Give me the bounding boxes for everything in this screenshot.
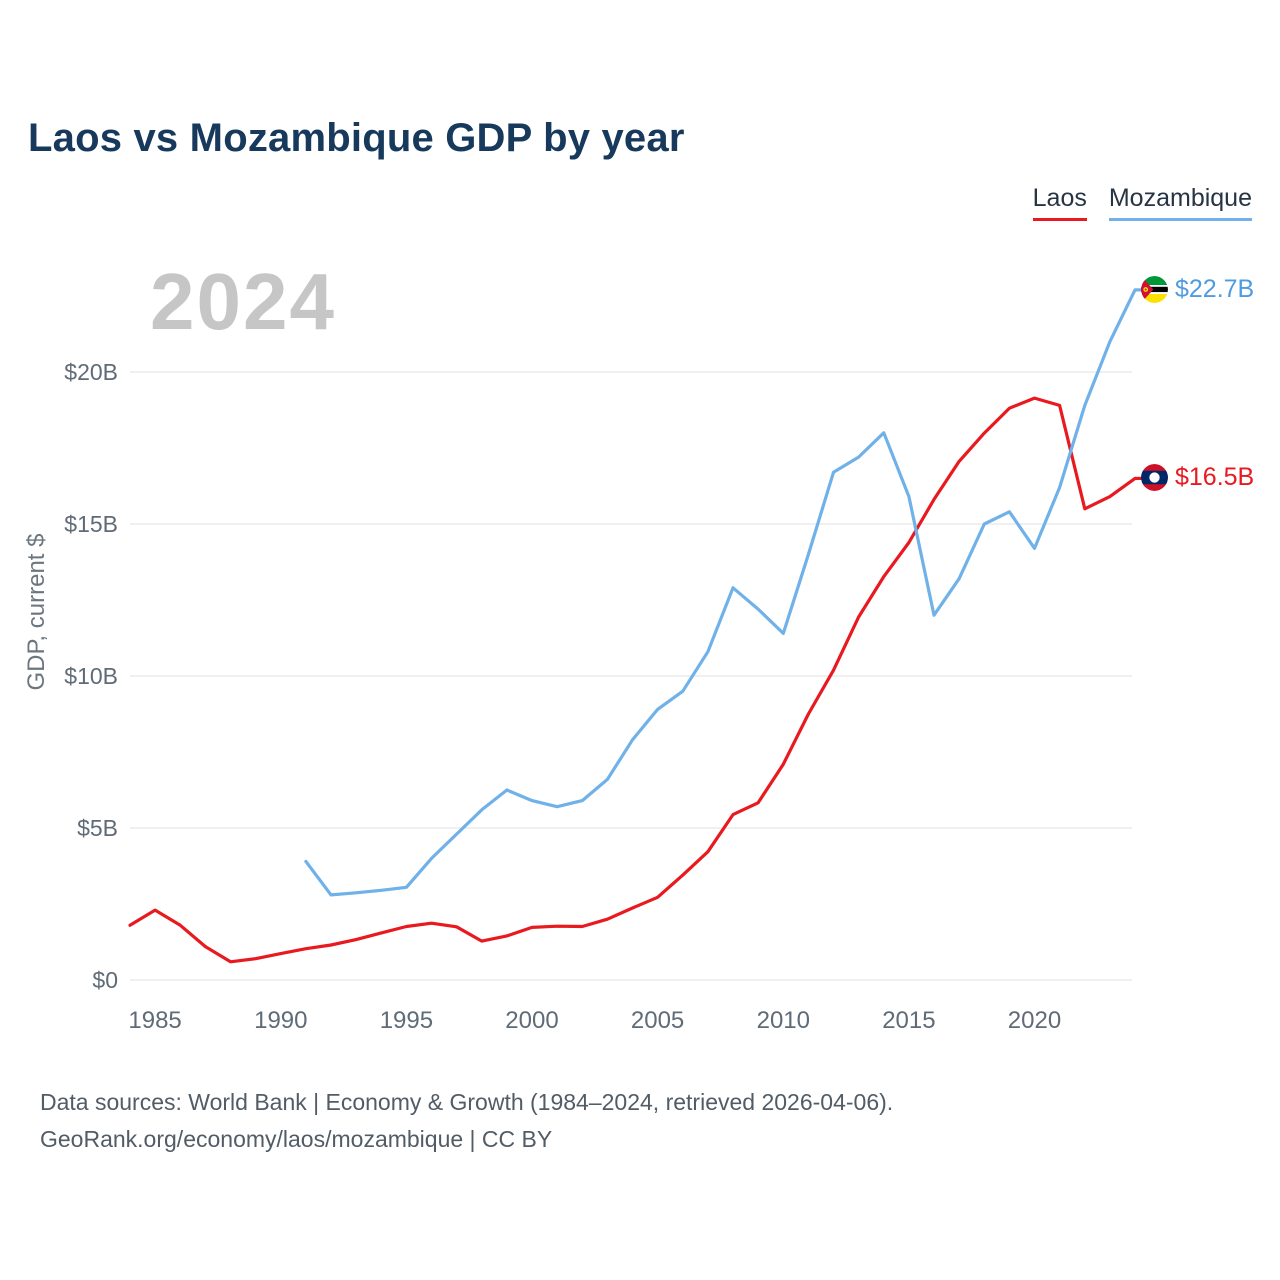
watermark-year: 2024 [150, 257, 336, 346]
laos-end-label: $16.5B [1141, 463, 1254, 492]
svg-text:$5B: $5B [77, 815, 118, 841]
svg-text:1985: 1985 [128, 1007, 181, 1034]
attribution-line: GeoRank.org/economy/laos/mozambique | CC… [40, 1126, 553, 1153]
svg-text:2005: 2005 [631, 1007, 684, 1034]
mozambique-end-label: $22.7B [1141, 275, 1254, 304]
chart-title: Laos vs Mozambique GDP by year [28, 116, 685, 160]
legend-item-laos[interactable]: Laos [1032, 184, 1087, 221]
svg-text:2015: 2015 [882, 1007, 935, 1034]
laos-flag-icon [1141, 464, 1168, 491]
svg-text:2000: 2000 [505, 1007, 558, 1034]
svg-text:1990: 1990 [254, 1007, 307, 1034]
svg-text:1995: 1995 [380, 1007, 433, 1034]
data-sources-line: Data sources: World Bank | Economy & Gro… [40, 1089, 894, 1115]
svg-text:2010: 2010 [757, 1007, 810, 1034]
chart-footer: Data sources: World Bank | Economy & Gro… [40, 1084, 893, 1159]
svg-text:$20B: $20B [64, 359, 118, 385]
laos-end-value: $16.5B [1175, 463, 1255, 491]
svg-text:$15B: $15B [64, 511, 118, 537]
legend-item-mozambique[interactable]: Mozambique [1108, 184, 1252, 221]
legend: Laos Mozambique [1032, 184, 1252, 221]
svg-text:GDP, current $: GDP, current $ [23, 534, 50, 691]
svg-text:$10B: $10B [64, 663, 118, 689]
mozambique-flag-icon [1141, 276, 1168, 303]
mozambique-end-value: $22.7B [1175, 275, 1255, 303]
svg-text:2020: 2020 [1008, 1007, 1061, 1034]
gdp-line-chart: $0 $5B $10B $15B $20B 1985 1990 1995 2000 2005 201… [23, 288, 1147, 1034]
svg-text:$0: $0 [92, 967, 118, 993]
